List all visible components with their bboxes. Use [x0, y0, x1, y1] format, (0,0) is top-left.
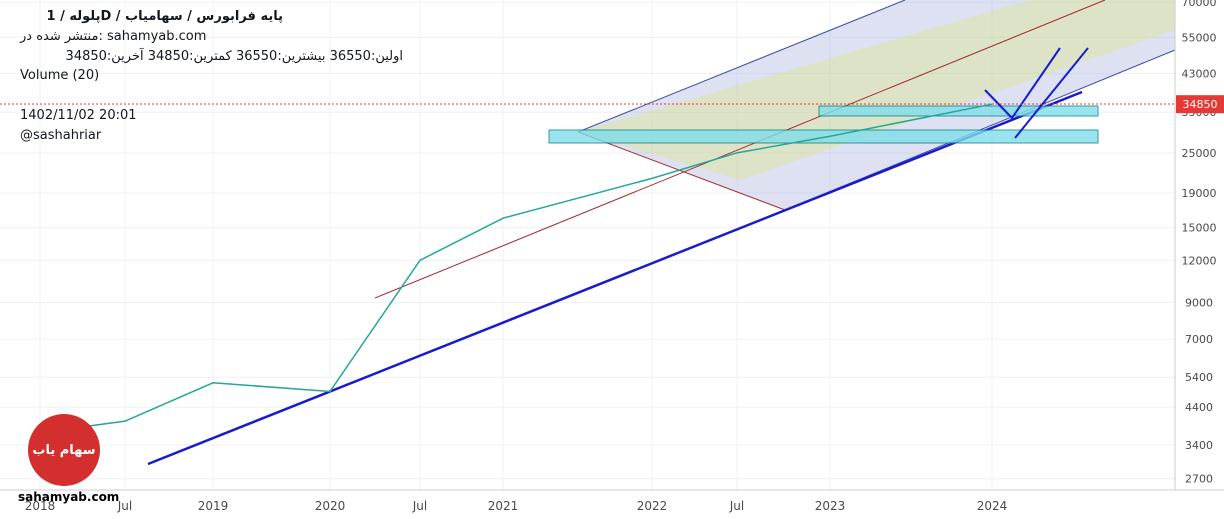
y-tick-label: 3400 [1185, 439, 1213, 452]
author: @sashahriar [20, 128, 102, 143]
last-price-tag [1176, 95, 1224, 114]
pitchfork-handle [577, 131, 786, 211]
logo-text: سهام یاب [32, 443, 95, 458]
y-tick-label: 2700 [1185, 473, 1213, 486]
arrow [1014, 47, 1089, 139]
y-tick-label: 4400 [1185, 401, 1213, 414]
x-tick-label: 2020 [315, 499, 346, 513]
site: sahamyab.com [18, 490, 119, 504]
trend-line [147, 90, 1083, 466]
y-tick-label: 19000 [1182, 187, 1217, 200]
y-tick-label: 12000 [1182, 254, 1217, 267]
volume-label: Volume (20) [20, 68, 99, 83]
y-tick-label: 15000 [1182, 222, 1217, 235]
y-tick-label: 43000 [1182, 67, 1217, 80]
y-tick-label: 70000 [1182, 0, 1217, 9]
last-price-label: 34850 [1183, 98, 1218, 111]
x-tick-label: Jul [117, 499, 132, 513]
datetime: 1402/11/02 20:01 [20, 108, 137, 123]
y-tick-label: 5400 [1185, 371, 1213, 384]
pitchfork-line [577, 0, 906, 133]
arrow [984, 47, 1061, 120]
pitchfork-outer [578, 0, 1175, 210]
stats: اولین:36550 بیشترین:36550 کمترین:34850 آ… [66, 47, 403, 64]
y-tick-label: 55000 [1182, 31, 1217, 44]
x-tick-label: 2024 [977, 499, 1008, 513]
x-tick-label: 2019 [198, 499, 229, 513]
published: منتشر شده در: sahamyab.com [19, 29, 206, 44]
x-tick-label: 2021 [488, 499, 519, 513]
median-line [374, 0, 1106, 299]
y-tick-label: 25000 [1182, 147, 1217, 160]
x-tick-label: 2018 [25, 499, 56, 513]
y-tick-label: 7000 [1185, 333, 1213, 346]
logo [28, 414, 100, 486]
zone [548, 129, 1099, 144]
x-tick-label: 2022 [637, 499, 668, 513]
x-tick-label: Jul [729, 499, 744, 513]
plot [39, 103, 993, 434]
x-tick-label: 2023 [815, 499, 846, 513]
title: پلوله / 1D / پایه فرابورس / سهامیاب [47, 9, 283, 24]
price-line [39, 103, 993, 434]
x-tick-label: Jul [412, 499, 427, 513]
y-tick-label: 9000 [1185, 296, 1213, 309]
